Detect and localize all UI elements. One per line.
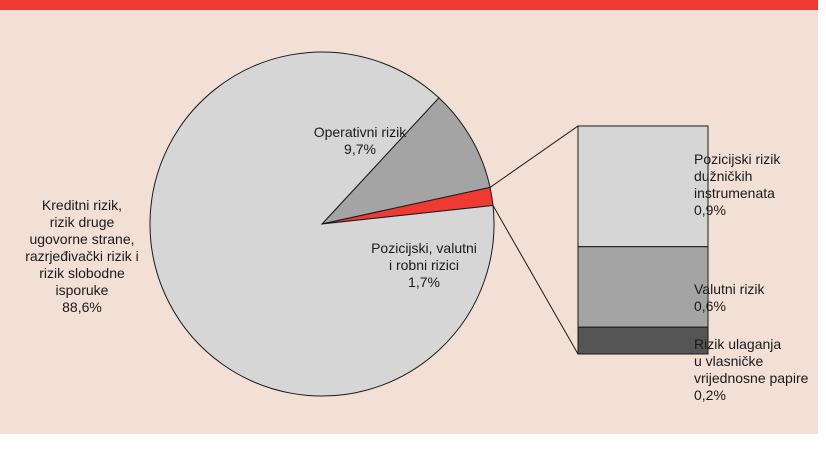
- pie-label-pozicijski: Pozicijski, valutni i robni rizici 1,7%: [371, 240, 477, 290]
- bar-segment-vlasnicki: [577, 326, 709, 355]
- pie-label-kreditni-line: rizik druge: [50, 214, 115, 230]
- bar-label-vlasnicki-line: Rizik ulaganja: [694, 336, 781, 352]
- pie-label-pozicijski-line: Pozicijski, valutni: [371, 240, 477, 256]
- breakdown-bar: [577, 125, 709, 355]
- bar-segment-valutni: [577, 246, 709, 328]
- bar-label-duznicki-line: dužničkih: [694, 168, 752, 184]
- connector-lines: [489, 125, 579, 355]
- bar-label-duznicki-line: instrumenata: [694, 185, 775, 201]
- pie: [149, 51, 495, 397]
- pie-label-kreditni-line: rizik slobodne: [39, 265, 125, 281]
- connector-line-top: [489, 125, 579, 188]
- bar-label-vlasnicki: Rizik ulaganja u vlasničke vrijednosne pap…: [694, 336, 809, 403]
- pie-label-kreditni-line: razrjeđivački rizik i: [25, 248, 139, 264]
- pie-label-kreditni-line: ugovorne strane,: [29, 231, 134, 247]
- bar-label-vlasnicki-line: u vlasničke: [694, 353, 763, 369]
- connector-line-bottom: [492, 205, 579, 355]
- bar-label-valutni-line: 0,6%: [694, 298, 726, 314]
- pie-slice-operativni: [320, 97, 491, 225]
- bar-label-valutni-line: Valutni rizik: [694, 281, 766, 297]
- pie-label-pozicijski-line: 1,7%: [408, 274, 440, 290]
- bar-label-duznicki: Pozicijski rizik dužničkih instrumenata 0,9…: [694, 151, 781, 218]
- labels: Operativni rizik 9,7%Pozicijski, valutni i…: [25, 124, 808, 403]
- pie-label-operativni-line: 9,7%: [344, 141, 376, 157]
- bar-label-duznicki-line: 0,9%: [694, 202, 726, 218]
- pie-label-operativni-line: Operativni rizik: [314, 124, 408, 140]
- bar-label-duznicki-line: Pozicijski rizik: [694, 151, 781, 167]
- pie-label-kreditni-line: Kreditni rizik,: [42, 197, 122, 213]
- bar-label-valutni: Valutni rizik 0,6%: [694, 281, 766, 314]
- pie-label-pozicijski-line: i robni rizici: [389, 257, 459, 273]
- bar-label-vlasnicki-line: 0,2%: [694, 387, 726, 403]
- bar-label-vlasnicki-line: vrijednosne papire: [694, 370, 809, 386]
- pie-label-operativni: Operativni rizik 9,7%: [314, 124, 408, 157]
- pie-label-kreditni-line: 88,6%: [62, 299, 102, 315]
- pie-label-kreditni-line: isporuke: [56, 282, 109, 298]
- panel-edge: [818, 0, 826, 462]
- bar-segment-duznicki: [577, 125, 709, 248]
- pie-slice-kreditni: [149, 51, 495, 397]
- pie-label-kreditni: Kreditni rizik, rizik druge ugovorne stran…: [25, 197, 139, 315]
